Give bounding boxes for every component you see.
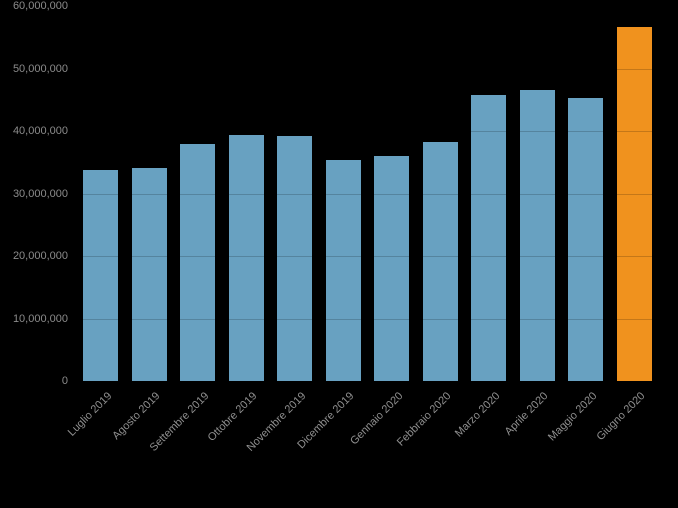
gridline-40000000 — [75, 131, 660, 132]
plot-area — [75, 0, 660, 508]
bar-gennaio-2020 — [374, 156, 410, 381]
bar-febbraio-2020 — [422, 142, 458, 381]
bar-marzo-2020 — [471, 95, 507, 381]
bar-aprile-2020 — [519, 90, 555, 381]
gridline-60000000 — [75, 6, 660, 7]
bar-novembre-2019 — [277, 136, 313, 381]
y-tick-label: 30,000,000 — [12, 187, 68, 200]
bar-agosto-2019 — [131, 167, 167, 381]
y-tick-label: 60,000,000 — [12, 0, 68, 12]
gridline-20000000 — [75, 256, 660, 257]
gridline-50000000 — [75, 68, 660, 70]
bar-settembre-2019 — [180, 143, 216, 381]
y-tick-label: 20,000,000 — [12, 250, 68, 262]
bar-luglio-2019 — [83, 170, 119, 381]
gridline-10000000 — [75, 318, 660, 320]
y-tick-label: 40,000,000 — [12, 125, 68, 137]
bar-maggio-2020 — [568, 97, 604, 381]
bar-giugno-2020 — [616, 27, 652, 381]
y-tick-label: 10,000,000 — [12, 312, 68, 325]
y-tick-label: 50,000,000 — [12, 62, 68, 75]
gridline-30000000 — [75, 193, 660, 195]
bar-ottobre-2019 — [228, 134, 264, 381]
y-tick-label: 0 — [61, 375, 68, 387]
bar-dicembre-2019 — [325, 159, 361, 381]
